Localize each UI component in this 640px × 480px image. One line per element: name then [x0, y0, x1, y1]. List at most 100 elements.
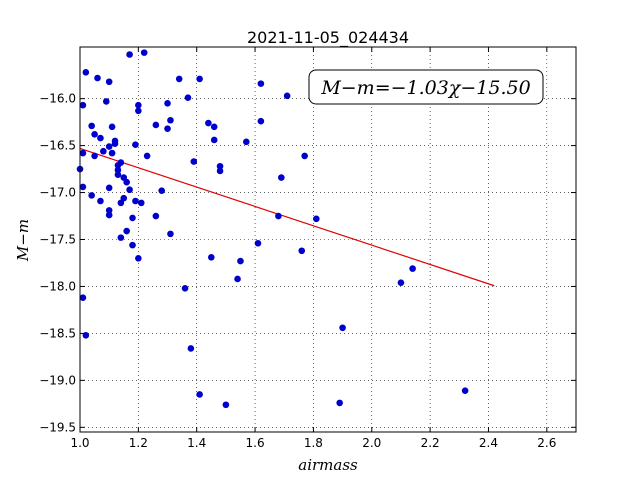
data-point — [111, 140, 119, 148]
data-point — [105, 78, 113, 86]
y-tick-label: −19.5 — [39, 420, 76, 434]
data-point — [243, 138, 250, 146]
data-point — [175, 75, 183, 83]
y-tick-label: −19.0 — [39, 373, 76, 387]
x-tick-label: 1.2 — [129, 436, 148, 450]
data-point — [190, 158, 198, 165]
data-point — [79, 149, 87, 157]
data-point — [164, 100, 171, 107]
data-point — [79, 294, 87, 302]
data-point — [82, 69, 90, 76]
fit-line — [79, 147, 495, 287]
data-point — [117, 159, 125, 166]
data-point — [105, 184, 113, 192]
x-tick-label: 1.8 — [304, 436, 323, 450]
data-point — [105, 143, 113, 150]
data-point — [123, 227, 130, 235]
data-point — [207, 254, 215, 261]
data-point — [88, 122, 95, 130]
y-tick-label: −18.5 — [39, 326, 76, 340]
data-point — [152, 121, 160, 129]
data-point — [205, 119, 212, 127]
x-tick-label: 2.4 — [479, 436, 498, 450]
data-point — [91, 152, 98, 160]
x-tick-label: 2.6 — [537, 436, 556, 450]
x-tick-label: 1.6 — [246, 436, 265, 450]
data-point — [167, 230, 174, 238]
x-tick-label: 2.2 — [421, 436, 440, 450]
data-point — [140, 49, 148, 56]
data-point — [301, 152, 308, 160]
data-point — [132, 141, 139, 148]
y-tick-label: −16.5 — [39, 139, 76, 153]
data-point — [105, 211, 113, 219]
x-tick-label: 1.0 — [70, 436, 89, 450]
fit-line-layer — [79, 147, 495, 287]
data-point — [132, 197, 139, 205]
data-point — [158, 187, 165, 194]
x-axis-label: airmass — [298, 456, 358, 474]
data-point — [97, 134, 104, 142]
y-axis-label: M−m — [14, 219, 32, 262]
data-point — [120, 194, 128, 202]
data-point — [216, 167, 224, 175]
data-point — [210, 136, 218, 144]
y-tick-label: −17.0 — [39, 186, 76, 200]
data-point — [91, 131, 98, 138]
data-point — [234, 275, 241, 283]
data-point — [152, 212, 160, 220]
data-point — [196, 75, 203, 83]
data-point — [237, 257, 244, 265]
data-point — [210, 123, 218, 131]
fit-equation-annotation: M−m=−1.03χ−15.50 — [308, 69, 544, 105]
data-point — [108, 149, 116, 157]
data-point — [126, 51, 133, 58]
grid-lines — [79, 47, 576, 432]
data-point — [135, 101, 142, 109]
data-point — [196, 391, 203, 398]
y-tick-label: −16.0 — [39, 92, 76, 106]
x-tick-label: 2.0 — [362, 436, 381, 450]
annotation-box-frame — [308, 69, 544, 105]
data-point — [108, 123, 116, 131]
fit-equation-text: M−m=−1.03χ−15.50 — [320, 77, 530, 99]
data-point — [114, 171, 122, 179]
data-point — [137, 199, 145, 207]
data-point — [461, 387, 469, 394]
data-point — [222, 401, 230, 409]
data-point — [135, 107, 142, 115]
data-point — [123, 178, 130, 186]
data-point — [135, 254, 142, 262]
data-point — [164, 125, 171, 132]
data-point — [278, 174, 285, 181]
axis-ticks: 1.0 1.2 1.4 1.6 1.8 2.0 2.2 2.4 2.6 −16.0 −16.5 −17… — [39, 47, 576, 450]
data-point — [102, 98, 110, 105]
data-point — [79, 101, 87, 109]
chart-title: 2021-11-05_024434 — [247, 28, 409, 48]
data-point — [100, 147, 107, 155]
data-point — [187, 345, 195, 352]
data-point — [339, 324, 346, 332]
data-point — [409, 265, 416, 272]
data-point — [129, 241, 136, 249]
data-point — [105, 207, 113, 214]
y-tick-label: −18.0 — [39, 279, 76, 293]
data-point — [313, 215, 320, 223]
data-point — [114, 166, 122, 174]
data-point — [97, 197, 104, 205]
data-point — [254, 239, 262, 247]
data-point — [275, 212, 282, 220]
data-point — [129, 214, 136, 222]
data-point — [257, 80, 265, 87]
data-point — [88, 192, 95, 199]
data-point — [143, 152, 151, 160]
data-points — [76, 49, 469, 409]
x-tick-label: 1.4 — [187, 436, 206, 450]
data-point — [298, 247, 306, 255]
data-point — [283, 92, 291, 100]
data-point — [126, 186, 133, 194]
data-point — [336, 399, 343, 407]
data-point — [167, 116, 174, 124]
y-tick-label: −17.5 — [39, 233, 76, 247]
